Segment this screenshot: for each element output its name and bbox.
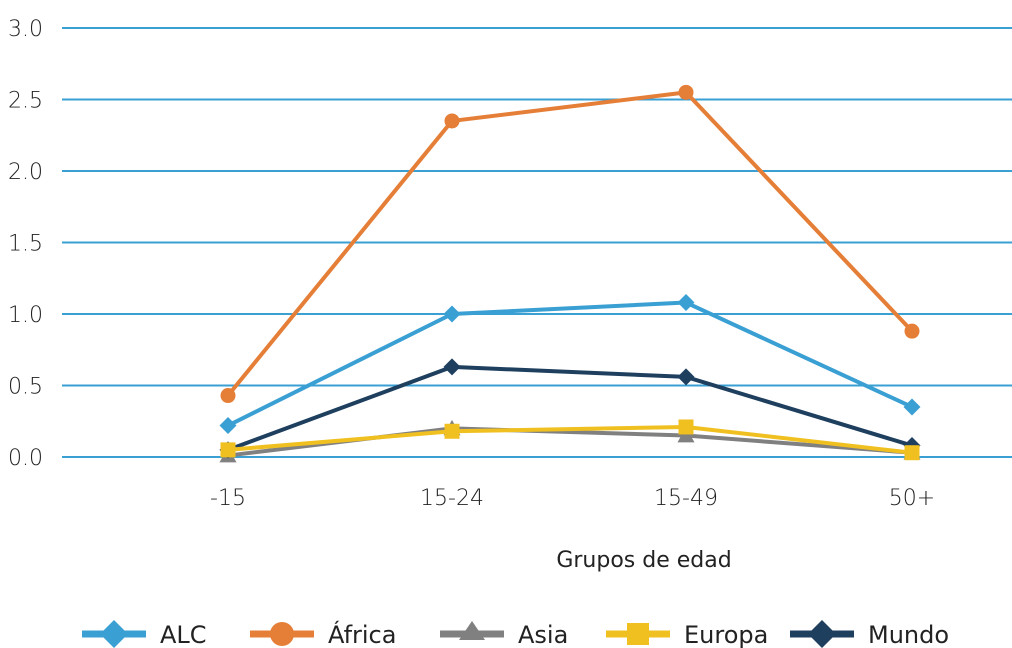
series-line [226, 90, 914, 397]
data-point [677, 294, 695, 312]
legend-label: África [328, 620, 396, 648]
data-point [220, 442, 236, 458]
data-point [677, 368, 695, 386]
y-tick-label: 0.5 [8, 375, 43, 400]
y-tick-label: 0.0 [8, 446, 43, 471]
data-point [443, 358, 461, 376]
series-alc [219, 294, 921, 435]
series-line [227, 364, 913, 452]
x-tick-label: -15 [210, 486, 246, 511]
data-point [678, 419, 694, 435]
x-tick-label: 15-24 [420, 486, 484, 511]
series-line [227, 424, 913, 455]
legend-item-alc: ALC [82, 620, 207, 648]
data-point [219, 417, 237, 435]
legend-marker [459, 621, 485, 640]
series-europa [220, 419, 920, 461]
legend-item-europa: Europa [606, 621, 768, 648]
data-point [904, 445, 920, 461]
data-point [677, 427, 695, 443]
y-tick-label: 2.5 [8, 89, 43, 114]
x-axis-label: Grupos de edad [556, 548, 731, 573]
x-tick-label: 50+ [889, 486, 935, 511]
legend-label: Mundo [868, 621, 949, 648]
data-point [443, 305, 461, 323]
legend-marker [627, 623, 649, 645]
data-point [444, 423, 460, 439]
series-áfrica [220, 84, 920, 404]
y-tick-label: 3.0 [8, 17, 43, 42]
legend-label: Europa [684, 621, 768, 648]
y-tick-label: 1.0 [8, 303, 43, 328]
y-axis-ticks: 0.0 0.5 1.0 1.5 2.0 2.5 3.0 [8, 17, 43, 471]
x-axis-ticks: -15 15-24 15-49 50+ [210, 486, 935, 511]
legend-item-áfrica: África [250, 620, 396, 648]
y-tick-label: 2.0 [8, 160, 43, 185]
legend-label: Asia [518, 621, 568, 648]
legend-marker [100, 620, 128, 648]
legend: ALC África Asia Europa Mundo [82, 620, 949, 648]
x-tick-label: 15-49 [654, 486, 718, 511]
y-tick-label: 1.5 [8, 232, 43, 257]
legend-label: ALC [160, 621, 207, 648]
series-line [227, 300, 913, 428]
series-lines [219, 84, 921, 463]
data-point [903, 398, 921, 416]
legend-item-mundo: Mundo [790, 620, 949, 648]
legend-item-asia: Asia [440, 621, 568, 648]
data-point [678, 84, 694, 100]
legend-marker [808, 620, 836, 648]
data-point [444, 113, 460, 129]
legend-marker [270, 622, 294, 646]
data-point [220, 388, 236, 404]
data-point [904, 323, 920, 339]
gridlines [62, 27, 1012, 458]
